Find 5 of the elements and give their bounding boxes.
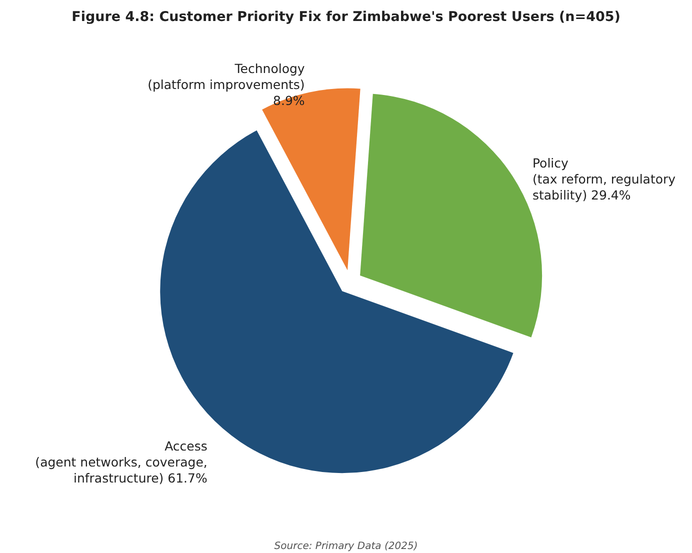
slice-label: Policy (tax reform, regulatory stability) 29.4%: [532, 155, 676, 202]
source-note: Source: Primary Data (2025): [274, 541, 418, 552]
slice-label: Access (agent networks, coverage, infrastructure) 61.7%: [35, 438, 208, 486]
chart-title: Figure 4.8: Customer Priority Fix for Zimbabwe's Poorest Users (n=405): [72, 9, 620, 25]
slice-label: Technology (platform improvements): [148, 61, 306, 92]
